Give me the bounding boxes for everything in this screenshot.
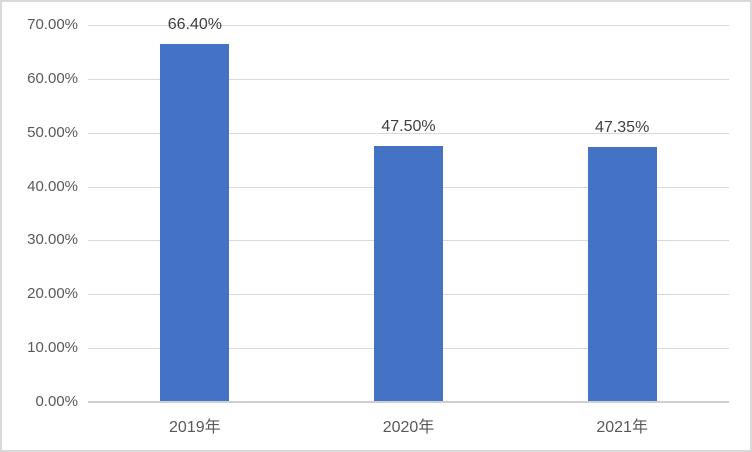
y-tick-label: 50.00% xyxy=(27,123,78,141)
x-axis-line xyxy=(88,401,729,403)
y-tick-label: 70.00% xyxy=(27,16,78,33)
data-label: 47.50% xyxy=(381,118,436,136)
gridline-60 xyxy=(88,78,729,80)
y-tick-label: 40.00% xyxy=(27,177,78,195)
x-tick-label: 2019年 xyxy=(169,419,221,436)
plot-area: 66.40% 47.50% 47.35% xyxy=(88,16,729,403)
y-tick-label: 0.00% xyxy=(35,393,78,410)
gridline-50 xyxy=(88,132,729,134)
bar-2020年 xyxy=(374,146,443,402)
y-tick-label: 60.00% xyxy=(27,69,78,87)
gridline-70 xyxy=(88,25,729,26)
data-label: 66.40% xyxy=(167,16,222,34)
y-tick-label: 10.00% xyxy=(27,339,78,357)
bar-2021年 xyxy=(587,147,657,402)
data-label: 47.35% xyxy=(595,119,650,136)
y-tick-label: 30.00% xyxy=(27,231,78,249)
x-tick-label: 2021年 xyxy=(596,419,648,436)
x-tick-label: 2020年 xyxy=(382,419,435,436)
bar-2019年 xyxy=(160,44,230,402)
y-tick-label: 20.00% xyxy=(27,285,78,303)
